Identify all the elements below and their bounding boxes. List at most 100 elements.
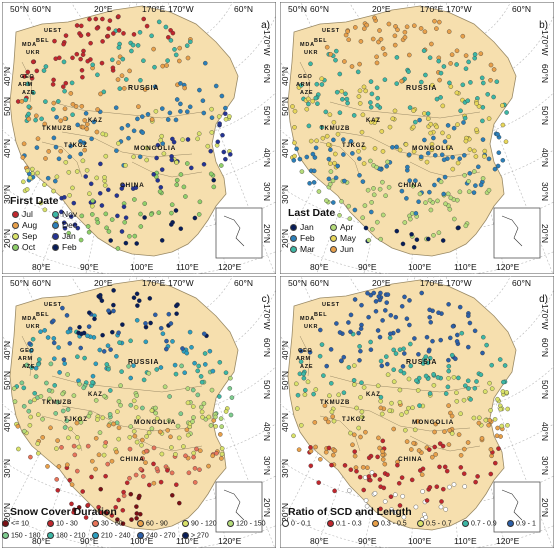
station-marker <box>29 76 35 81</box>
station-marker <box>53 411 58 416</box>
station-marker <box>385 292 391 297</box>
station-marker <box>404 316 410 321</box>
station-marker <box>15 424 21 429</box>
station-marker <box>76 444 82 450</box>
legend-label: Jan <box>300 222 314 232</box>
station-marker <box>209 115 215 120</box>
coordinate-label: 170°W <box>262 304 272 330</box>
station-marker <box>298 348 304 354</box>
station-marker <box>131 154 136 160</box>
station-marker <box>427 307 432 313</box>
station-marker <box>74 420 80 426</box>
station-marker <box>143 339 149 345</box>
station-marker <box>93 398 99 403</box>
station-marker <box>124 480 130 486</box>
station-marker <box>65 329 71 335</box>
place-label: UKR <box>304 50 318 56</box>
legend-title: First Date <box>10 195 59 207</box>
station-marker <box>354 469 359 474</box>
station-marker <box>292 125 297 130</box>
station-marker <box>67 193 72 198</box>
station-marker <box>102 393 107 399</box>
station-marker <box>463 53 469 58</box>
station-marker <box>159 167 165 172</box>
station-marker <box>336 392 341 398</box>
station-marker <box>201 331 207 337</box>
station-marker <box>399 412 404 417</box>
legend-label: 0 - 0.1 <box>291 520 311 528</box>
coordinate-label: 120°E <box>218 536 242 546</box>
station-marker <box>178 411 184 416</box>
station-marker <box>198 374 204 379</box>
station-marker <box>95 220 101 225</box>
station-marker <box>25 81 31 87</box>
station-marker <box>301 375 307 381</box>
station-marker <box>341 354 347 360</box>
station-marker <box>491 67 497 72</box>
station-marker <box>106 366 111 372</box>
station-marker <box>60 305 65 311</box>
legend-swatch <box>182 520 189 527</box>
station-marker <box>156 19 162 25</box>
station-marker <box>427 355 433 361</box>
map-panel-d: 50°N 60°N 20°E 170°E 170°W 60°N 170°W 60°N 50°N 4… <box>280 276 554 548</box>
legend-label: 0.3 - 0.5 <box>381 520 407 528</box>
station-marker <box>72 452 78 458</box>
place-label: MDA <box>22 316 37 322</box>
station-marker <box>323 416 328 422</box>
station-marker <box>133 472 139 478</box>
coordinate-label: 20°N <box>540 224 550 243</box>
station-marker <box>198 448 203 453</box>
station-marker <box>149 117 155 122</box>
station-marker <box>120 521 126 526</box>
station-marker <box>427 391 433 396</box>
station-marker <box>504 110 509 115</box>
station-marker <box>52 383 57 388</box>
station-marker <box>328 169 334 174</box>
place-label: TJKGZ <box>64 417 88 423</box>
station-marker <box>30 336 36 342</box>
station-marker <box>186 470 192 476</box>
station-marker <box>365 465 370 470</box>
station-marker <box>46 149 51 154</box>
station-marker <box>132 433 138 439</box>
station-marker <box>221 149 227 155</box>
station-marker <box>71 443 77 449</box>
station-marker <box>415 419 421 424</box>
station-marker <box>411 245 417 250</box>
station-marker <box>79 104 85 109</box>
station-marker <box>326 445 332 451</box>
station-marker <box>117 340 122 345</box>
station-marker <box>397 400 403 405</box>
station-marker <box>75 122 80 128</box>
station-marker <box>96 294 101 299</box>
station-marker <box>397 503 403 508</box>
station-marker <box>51 188 56 194</box>
station-marker <box>62 116 68 121</box>
station-marker <box>107 18 113 23</box>
station-marker <box>191 404 196 409</box>
station-marker <box>36 451 41 456</box>
station-marker <box>492 417 498 422</box>
station-marker <box>223 409 229 414</box>
station-marker <box>345 29 350 34</box>
station-marker <box>30 59 36 65</box>
station-marker <box>378 236 383 242</box>
station-marker <box>329 462 334 468</box>
station-marker <box>406 69 411 74</box>
station-marker <box>458 465 464 470</box>
station-marker <box>333 151 338 157</box>
station-marker <box>160 106 165 111</box>
station-marker <box>191 415 196 420</box>
station-marker <box>48 425 53 431</box>
map-canvas-c: 50°N 60°N 20°E 170°E 170°W 60°N170°W60°N50°N4… <box>2 276 276 548</box>
legend-label: Apr <box>340 222 354 232</box>
station-marker <box>43 99 48 104</box>
coordinate-label: 170°E <box>142 278 166 288</box>
station-marker <box>357 474 363 480</box>
station-marker <box>441 157 447 163</box>
station-marker <box>65 372 70 377</box>
station-marker <box>357 173 362 178</box>
station-marker <box>436 58 441 64</box>
station-marker <box>324 133 330 139</box>
